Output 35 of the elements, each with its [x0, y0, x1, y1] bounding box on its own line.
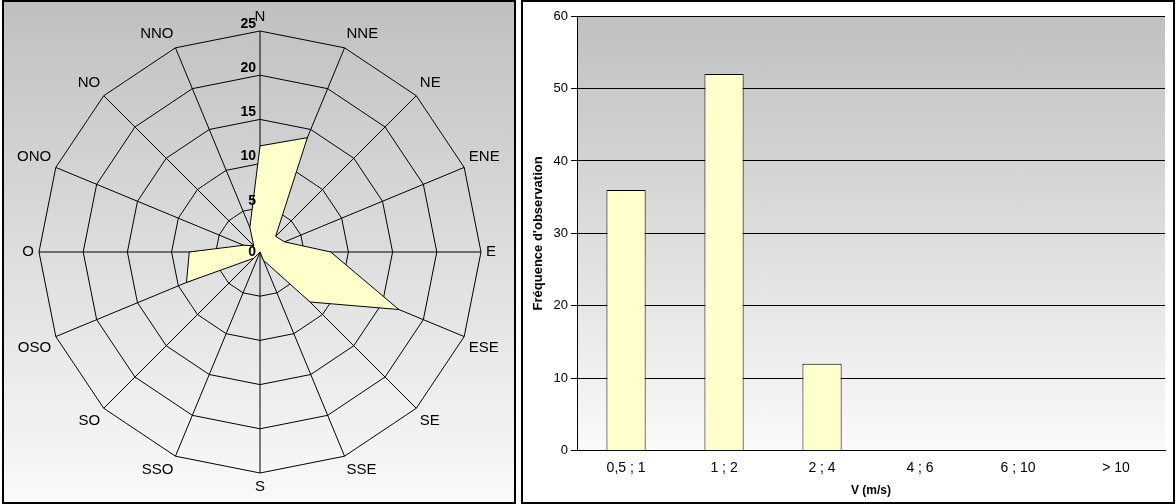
y-tick-label: 0 — [248, 242, 257, 259]
spoke-label: E — [486, 242, 497, 260]
spoke-label: ESE — [468, 337, 499, 355]
spoke-label: S — [254, 477, 266, 495]
x-tick-label: 1 ; 2 — [710, 459, 738, 476]
y-axis-title: Fréquence d'observation — [530, 156, 546, 311]
spoke-label: NO — [77, 73, 101, 91]
y-tick-label: 15 — [240, 103, 257, 120]
y-tick-label: 40 — [553, 152, 569, 168]
x-tick-label: > 10 — [1102, 459, 1131, 476]
spoke-label: SSO — [141, 459, 174, 477]
spoke-label: SSE — [346, 459, 377, 477]
y-tick-label: 50 — [553, 80, 569, 96]
y-tick-label: 20 — [553, 297, 569, 313]
x-tick-label: 6 ; 10 — [1000, 459, 1036, 476]
y-tick-label: 10 — [240, 147, 257, 164]
y-tick-label: 5 — [248, 191, 257, 208]
spoke-label: SO — [78, 410, 101, 428]
y-tick-label: 30 — [553, 224, 569, 240]
x-tick-label: 4 ; 6 — [906, 459, 934, 476]
x-tick-label: 0,5 ; 1 — [606, 459, 646, 476]
spoke-label: ENE — [468, 146, 500, 164]
spoke-label: ONO — [17, 146, 52, 164]
spoke-label: SE — [419, 410, 440, 428]
spoke-label: NE — [419, 73, 441, 91]
spoke-label: NNO — [140, 24, 174, 42]
y-tick-label: 60 — [553, 7, 569, 23]
spoke-label: OSO — [17, 337, 52, 355]
spoke-label: NNE — [346, 24, 379, 42]
y-tick-label: 0 — [560, 442, 569, 458]
y-tick-label: 10 — [553, 369, 569, 385]
spoke-label: O — [22, 242, 34, 260]
x-axis-title: V (m/s) — [851, 483, 892, 498]
x-tick-label: 2 ; 4 — [808, 459, 836, 476]
y-tick-label: 20 — [240, 59, 257, 76]
